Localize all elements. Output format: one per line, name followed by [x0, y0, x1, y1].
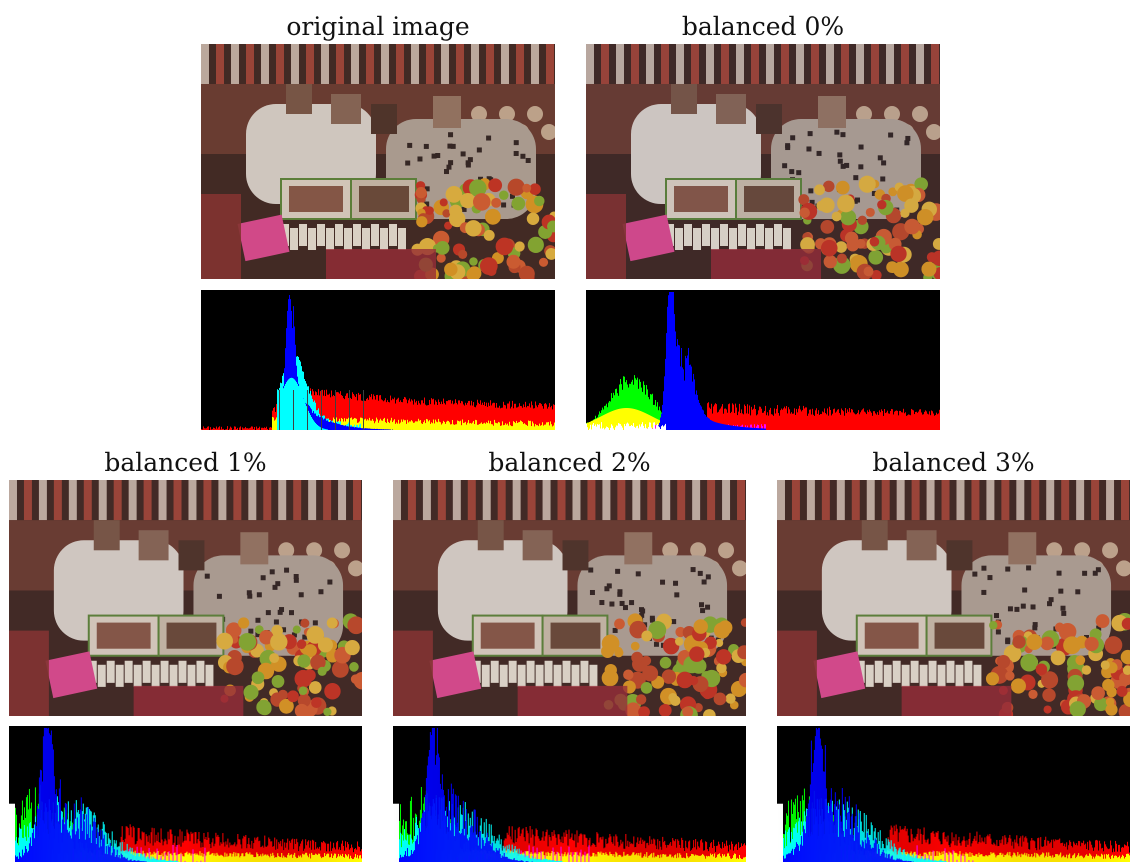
histogram-balanced-2 — [393, 726, 746, 862]
histogram-balanced-0 — [586, 290, 940, 430]
photo-balanced-0 — [586, 44, 940, 279]
histogram-original — [201, 290, 555, 430]
rgb-histogram-icon — [201, 295, 555, 430]
market-stall-photo-icon — [201, 44, 555, 279]
caption-balanced-1: balanced 1% — [104, 448, 267, 477]
caption-balanced-0: balanced 0% — [681, 12, 845, 41]
caption-balanced-3: balanced 3% — [872, 448, 1035, 477]
rgb-histogram-icon — [9, 727, 362, 862]
caption-balanced-2: balanced 2% — [488, 448, 651, 477]
market-stall-photo-icon — [393, 480, 746, 716]
market-stall-photo-icon — [586, 44, 940, 279]
photo-balanced-2 — [393, 480, 746, 716]
photo-original — [201, 44, 555, 279]
photo-balanced-1 — [9, 480, 362, 716]
caption-original: original image — [286, 12, 470, 41]
market-stall-photo-icon — [9, 480, 362, 716]
rgb-histogram-icon — [586, 292, 940, 430]
rgb-histogram-icon — [393, 727, 746, 862]
rgb-histogram-icon — [777, 727, 1130, 862]
histogram-balanced-3 — [777, 726, 1130, 862]
market-stall-photo-icon — [777, 480, 1130, 716]
photo-balanced-3 — [777, 480, 1130, 716]
histogram-balanced-1 — [9, 726, 362, 862]
